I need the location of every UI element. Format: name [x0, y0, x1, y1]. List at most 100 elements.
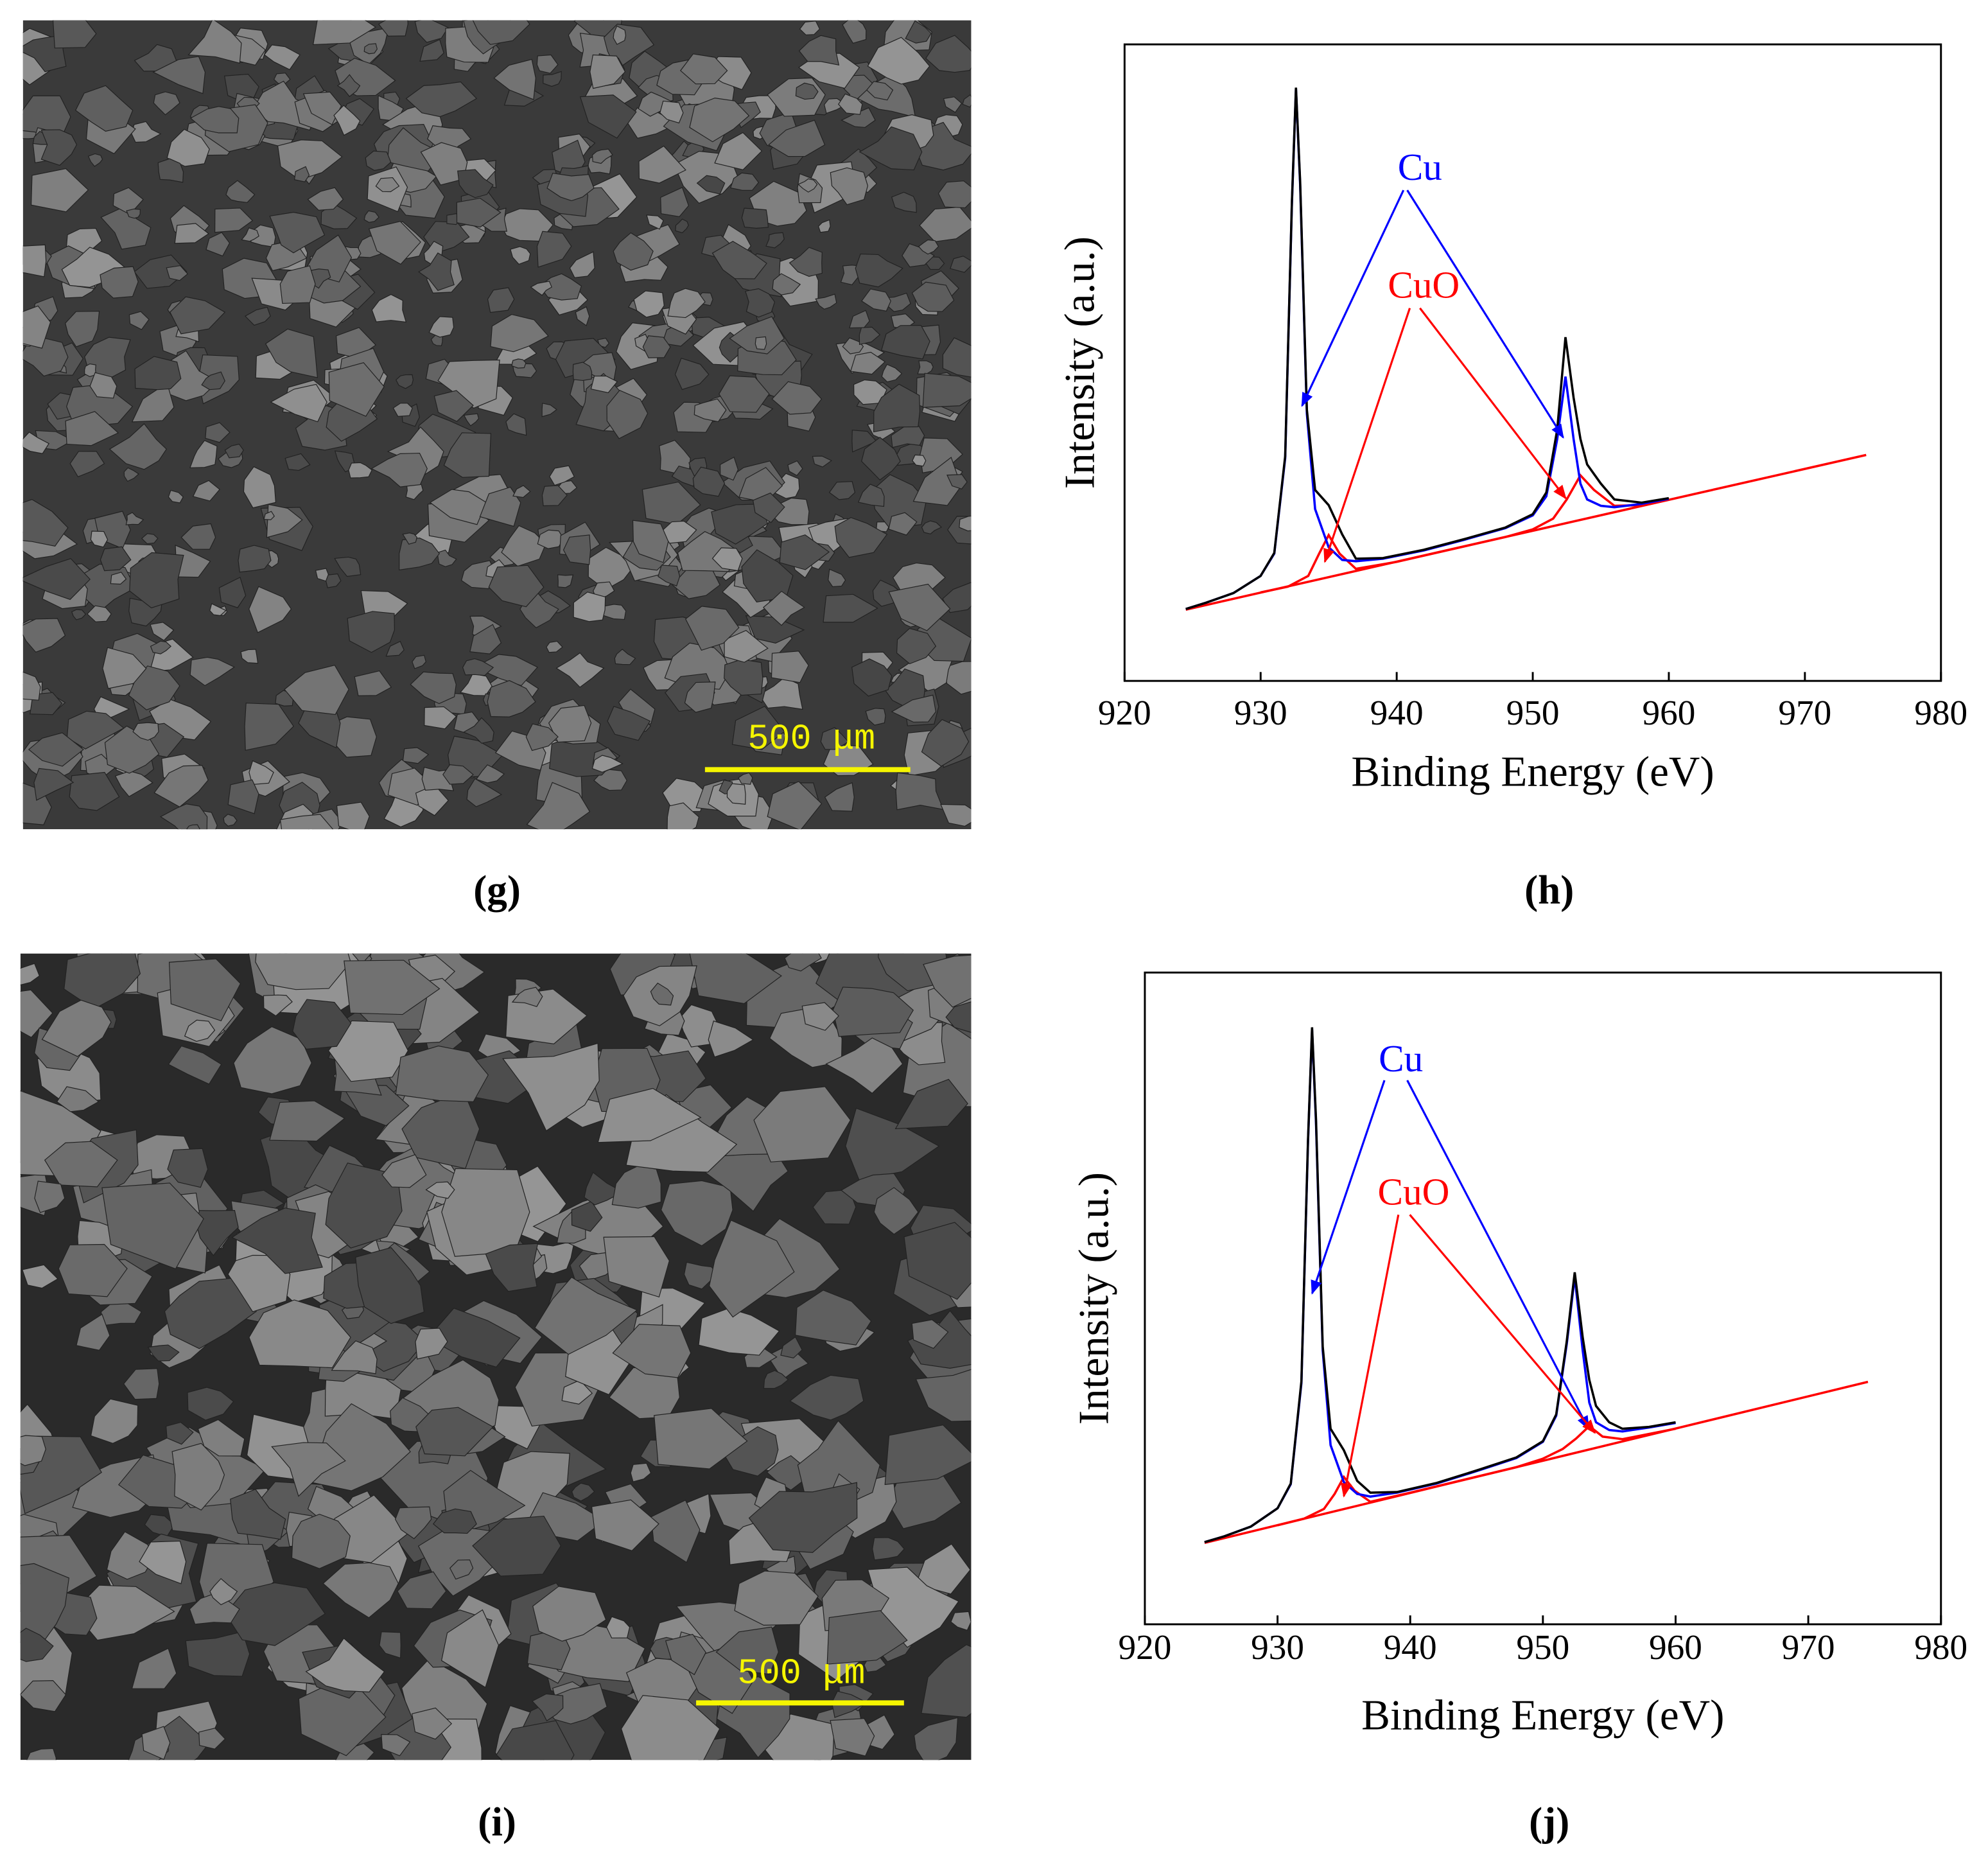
particle: [64, 953, 141, 1010]
particle: [741, 207, 769, 229]
particle: [150, 640, 172, 654]
annotation-arrow: [1406, 1080, 1590, 1430]
particle: [654, 1408, 748, 1470]
particle: [90, 531, 109, 548]
particle: [708, 1020, 754, 1058]
particle: [662, 778, 707, 812]
particle: [780, 1336, 803, 1359]
particle: [479, 486, 521, 527]
particle: [873, 1187, 919, 1235]
particle: [157, 158, 184, 183]
particle: [305, 1637, 385, 1693]
particle: [74, 85, 134, 132]
particle: [437, 549, 457, 567]
particle: [205, 422, 231, 443]
particle: [263, 994, 293, 1017]
particle: [823, 593, 878, 623]
particle: [541, 403, 557, 417]
particle: [917, 360, 934, 374]
particle: [170, 296, 226, 335]
particle: [271, 1442, 346, 1497]
particle: [365, 150, 392, 171]
particle: [166, 128, 210, 167]
particle: [859, 126, 923, 171]
particle: [812, 455, 833, 468]
caption: (g): [473, 867, 521, 912]
particle: [244, 306, 271, 326]
scale-label: 500 μm: [747, 719, 875, 760]
particle: [505, 413, 527, 436]
particle: [363, 210, 379, 223]
particle: [284, 453, 311, 471]
particle: [20, 1435, 46, 1466]
particle: [738, 772, 753, 785]
particle: [101, 1182, 204, 1270]
particle: [69, 451, 105, 478]
particle: [724, 629, 769, 663]
particle: [942, 337, 972, 378]
particle: [354, 670, 392, 696]
particle: [795, 1290, 872, 1346]
particle: [853, 379, 887, 405]
particle: [734, 1570, 819, 1626]
spectrum-line: [1204, 1380, 1869, 1544]
particle: [922, 373, 972, 408]
particle: [20, 989, 53, 1039]
particle: [842, 20, 867, 44]
particle: [711, 241, 767, 279]
particle: [331, 1340, 378, 1374]
x-tick-label: 920: [1098, 693, 1151, 732]
particle: [748, 1482, 858, 1553]
particle: [459, 673, 493, 696]
annotation-arrow: [1409, 1214, 1596, 1434]
caption: (h): [1524, 867, 1574, 912]
particle: [410, 671, 457, 705]
particle: [394, 1506, 432, 1540]
particle: [613, 25, 627, 45]
particle: [962, 94, 972, 108]
particle: [696, 175, 726, 195]
sem-image: 500 μm: [22, 20, 972, 830]
particle: [141, 533, 159, 545]
particle: [277, 139, 343, 180]
particle: [861, 288, 891, 312]
particle: [798, 35, 840, 66]
particle: [312, 20, 377, 46]
particle: [292, 999, 352, 1050]
xps-chart: 920 930 940 950 960 970 980 Binding Energy (eV)…: [1056, 43, 1967, 796]
particle: [129, 552, 184, 609]
particle: [731, 705, 785, 750]
particle: [729, 316, 785, 355]
x-tick-label: 940: [1384, 1628, 1437, 1667]
particle: [269, 211, 326, 254]
particle: [265, 328, 318, 378]
y-axis-label: Intensity (a.u.): [1069, 1172, 1117, 1425]
particle: [463, 413, 480, 426]
particle: [950, 1611, 972, 1631]
particle: [412, 654, 427, 669]
particle: [658, 565, 681, 587]
particle: [184, 1019, 216, 1042]
particle: [689, 97, 750, 143]
particle: [541, 485, 568, 507]
particle: [302, 91, 342, 125]
particle: [614, 649, 636, 665]
texture: [22, 20, 972, 830]
particle: [187, 1387, 234, 1421]
particle: [30, 168, 89, 213]
particle: [543, 71, 562, 87]
particle: [279, 814, 334, 830]
annotation: CuO: [1378, 1170, 1450, 1213]
particle: [572, 362, 593, 382]
particle: [536, 231, 572, 268]
particle: [166, 1421, 194, 1445]
particle: [569, 251, 595, 278]
particle: [255, 953, 351, 990]
particle: [402, 747, 430, 764]
particle: [753, 1086, 851, 1163]
particle: [167, 1148, 209, 1188]
particle: [269, 1100, 345, 1142]
particle: [363, 43, 378, 55]
particle: [872, 1537, 905, 1561]
x-axis-label: Binding Energy (eV): [1361, 1690, 1724, 1739]
